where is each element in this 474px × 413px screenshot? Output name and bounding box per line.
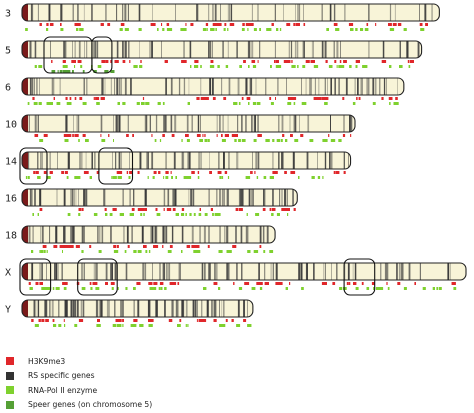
chromosome-outline-y [21, 299, 254, 318]
chromosome-10: 10 [5, 114, 356, 142]
track-h3k9me3-3 [39, 23, 428, 26]
chromosome-16: 16 [5, 188, 298, 216]
chromosome-bands-10 [22, 115, 353, 132]
chromosome-label-5: 5 [5, 46, 11, 57]
track-rna_pol_ii-x [29, 287, 457, 290]
chromosome-14: 14 [5, 147, 352, 185]
legend-swatch-h3k9me3 [6, 357, 14, 366]
legend-swatch-rna-pol-ii [6, 386, 14, 395]
track-h3k9me3-6 [32, 97, 398, 100]
legend: H3K9me3 RS specific genes RNA-Pol II enz… [6, 354, 206, 412]
chromosome-outline-14 [21, 151, 352, 170]
track-rna_pol_ii-10 [39, 139, 342, 142]
chromosome-outline-16 [21, 188, 298, 207]
chromosome-label-3: 3 [5, 9, 11, 20]
chromosome-bands-x [22, 263, 451, 280]
highlight-box-x-2 [77, 258, 118, 296]
chromosome-5: 5 [5, 36, 423, 74]
legend-item-rs-specific-genes: RS specific genes [6, 369, 206, 384]
highlight-box-x-1 [19, 258, 52, 296]
chromosome-outline-18 [21, 225, 276, 244]
chromosome-body-16 [22, 189, 298, 206]
chromosome-outline-3 [21, 3, 440, 22]
legend-label-h3k9me3: H3K9me3 [28, 356, 66, 366]
centromere-16 [22, 189, 28, 206]
chromosome-outline-6 [21, 77, 405, 96]
track-h3k9me3-y [31, 319, 247, 322]
track-rna_pol_ii-3 [25, 28, 425, 31]
chromosome-bands-18 [22, 226, 269, 243]
centromere-10 [22, 115, 28, 132]
chromosome-bands-16 [22, 189, 294, 206]
highlight-box-x-3 [343, 258, 376, 296]
chromosome-label-18: 18 [5, 231, 17, 242]
legend-swatch-rs-specific-genes [6, 371, 14, 380]
chromosome-3: 3 [5, 3, 440, 31]
centromere-5 [22, 41, 28, 58]
track-h3k9me3-16 [39, 208, 296, 211]
chromosome-label-6: 6 [5, 83, 11, 94]
karyogram-figure: 3 5 6 10 14 16 18 X Y [5, 3, 467, 327]
legend-label-rna-pol-ii: RNA-Pol II enzyme [28, 385, 98, 395]
track-rna_pol_ii-y [34, 324, 252, 327]
centromere-18 [22, 226, 28, 243]
chromosome-bands-y [22, 300, 248, 317]
track-h3k9me3-5 [51, 60, 414, 63]
chromosome-6: 6 [5, 77, 405, 105]
chromosome-body-18 [22, 226, 276, 243]
highlight-box-14-2 [98, 147, 134, 185]
legend-label-rs-specific-genes: RS specific genes [28, 371, 95, 381]
chromosome-bands-3 [22, 4, 433, 21]
chromosome-label-y: Y [5, 305, 11, 316]
legend-item-h3k9me3: H3K9me3 [6, 354, 206, 369]
centromere-y [22, 300, 28, 317]
legend-item-speer-genes: Speer genes (on chromosome 5) [6, 398, 206, 413]
legend-item-rna-pol-ii: RNA-Pol II enzyme [6, 383, 206, 398]
legend-swatch-speer-genes [6, 400, 14, 409]
track-rna_pol_ii-6 [27, 102, 399, 105]
chromosome-y: Y [5, 299, 254, 327]
centromere-14 [22, 152, 28, 169]
chromosome-rows: 3 5 6 10 14 16 18 X Y [5, 3, 467, 327]
chromosome-body-14 [22, 152, 351, 169]
track-h3k9me3-x [28, 282, 456, 285]
chromosome-x: X [5, 258, 467, 296]
track-speer_genes-5 [51, 70, 115, 73]
track-h3k9me3-14 [33, 171, 346, 174]
chromosome-label-14: 14 [5, 157, 17, 168]
chromosome-label-16: 16 [5, 194, 17, 205]
chromosome-body-5 [22, 41, 422, 58]
chromosome-label-x: X [5, 268, 11, 279]
track-rna_pol_ii-16 [32, 213, 289, 216]
chromosome-outline-5 [21, 40, 423, 59]
chromosome-bands-14 [22, 152, 349, 169]
centromere-3 [22, 4, 28, 21]
chromosome-18: 18 [5, 225, 276, 253]
highlight-box-14-1 [19, 147, 48, 185]
track-rna_pol_ii-14 [25, 176, 324, 179]
track-rna_pol_ii-5 [34, 65, 411, 68]
legend-label-speer-genes: Speer genes (on chromosome 5) [28, 400, 153, 410]
track-h3k9me3-10 [34, 134, 352, 137]
centromere-x [22, 263, 28, 280]
chromosome-outline-x [21, 262, 467, 281]
highlight-box-5-2 [91, 36, 113, 74]
chromosome-label-10: 10 [5, 120, 17, 131]
chromosome-outline-10 [21, 114, 356, 133]
centromere-6 [22, 78, 28, 95]
track-h3k9me3-18 [42, 245, 262, 248]
chromosome-bands-5 [22, 41, 420, 58]
track-rna_pol_ii-18 [31, 250, 274, 253]
chromosome-bands-6 [22, 78, 398, 95]
